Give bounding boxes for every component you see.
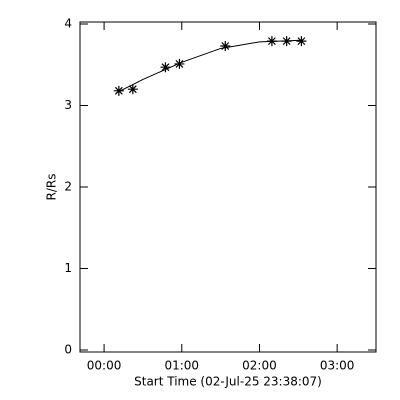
x-tick-label: 01:00 [164,359,199,373]
y-tick-label: 3 [64,98,72,112]
plot-frame [79,21,377,353]
y-tick-label: 4 [64,17,72,31]
y-tick-label: 0 [64,343,72,357]
data-point [220,41,231,52]
x-tick-label: 03:00 [320,359,355,373]
x-axis-label: Start Time (02-Jul-25 23:38:07) [134,375,322,389]
y-axis-label: R/Rs [45,174,59,201]
x-tick-label: 02:00 [242,359,277,373]
y-tick-label: 2 [64,180,72,194]
fit-curve [118,39,302,93]
data-point [127,84,138,95]
data-point [160,62,171,73]
data-point [296,36,307,47]
x-tick-label: 00:00 [87,359,122,373]
data-point [174,58,185,69]
data-point [266,36,277,47]
y-tick-label: 1 [64,261,72,275]
data-point [113,85,124,96]
data-point [281,36,292,47]
